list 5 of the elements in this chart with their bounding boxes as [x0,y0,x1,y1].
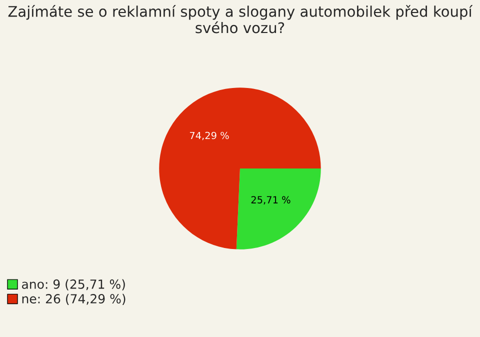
data-label: 74,29 % [190,132,229,140]
legend-label: ano: 9 (25,71 %) [22,279,125,290]
chart-title: Zajímáte se o reklamní spoty a slogany automobilek před koupí svého vozu? [8,5,473,34]
legend-label: ne: 26 (74,29 %) [22,294,126,305]
data-label: 25,71 % [251,196,290,204]
